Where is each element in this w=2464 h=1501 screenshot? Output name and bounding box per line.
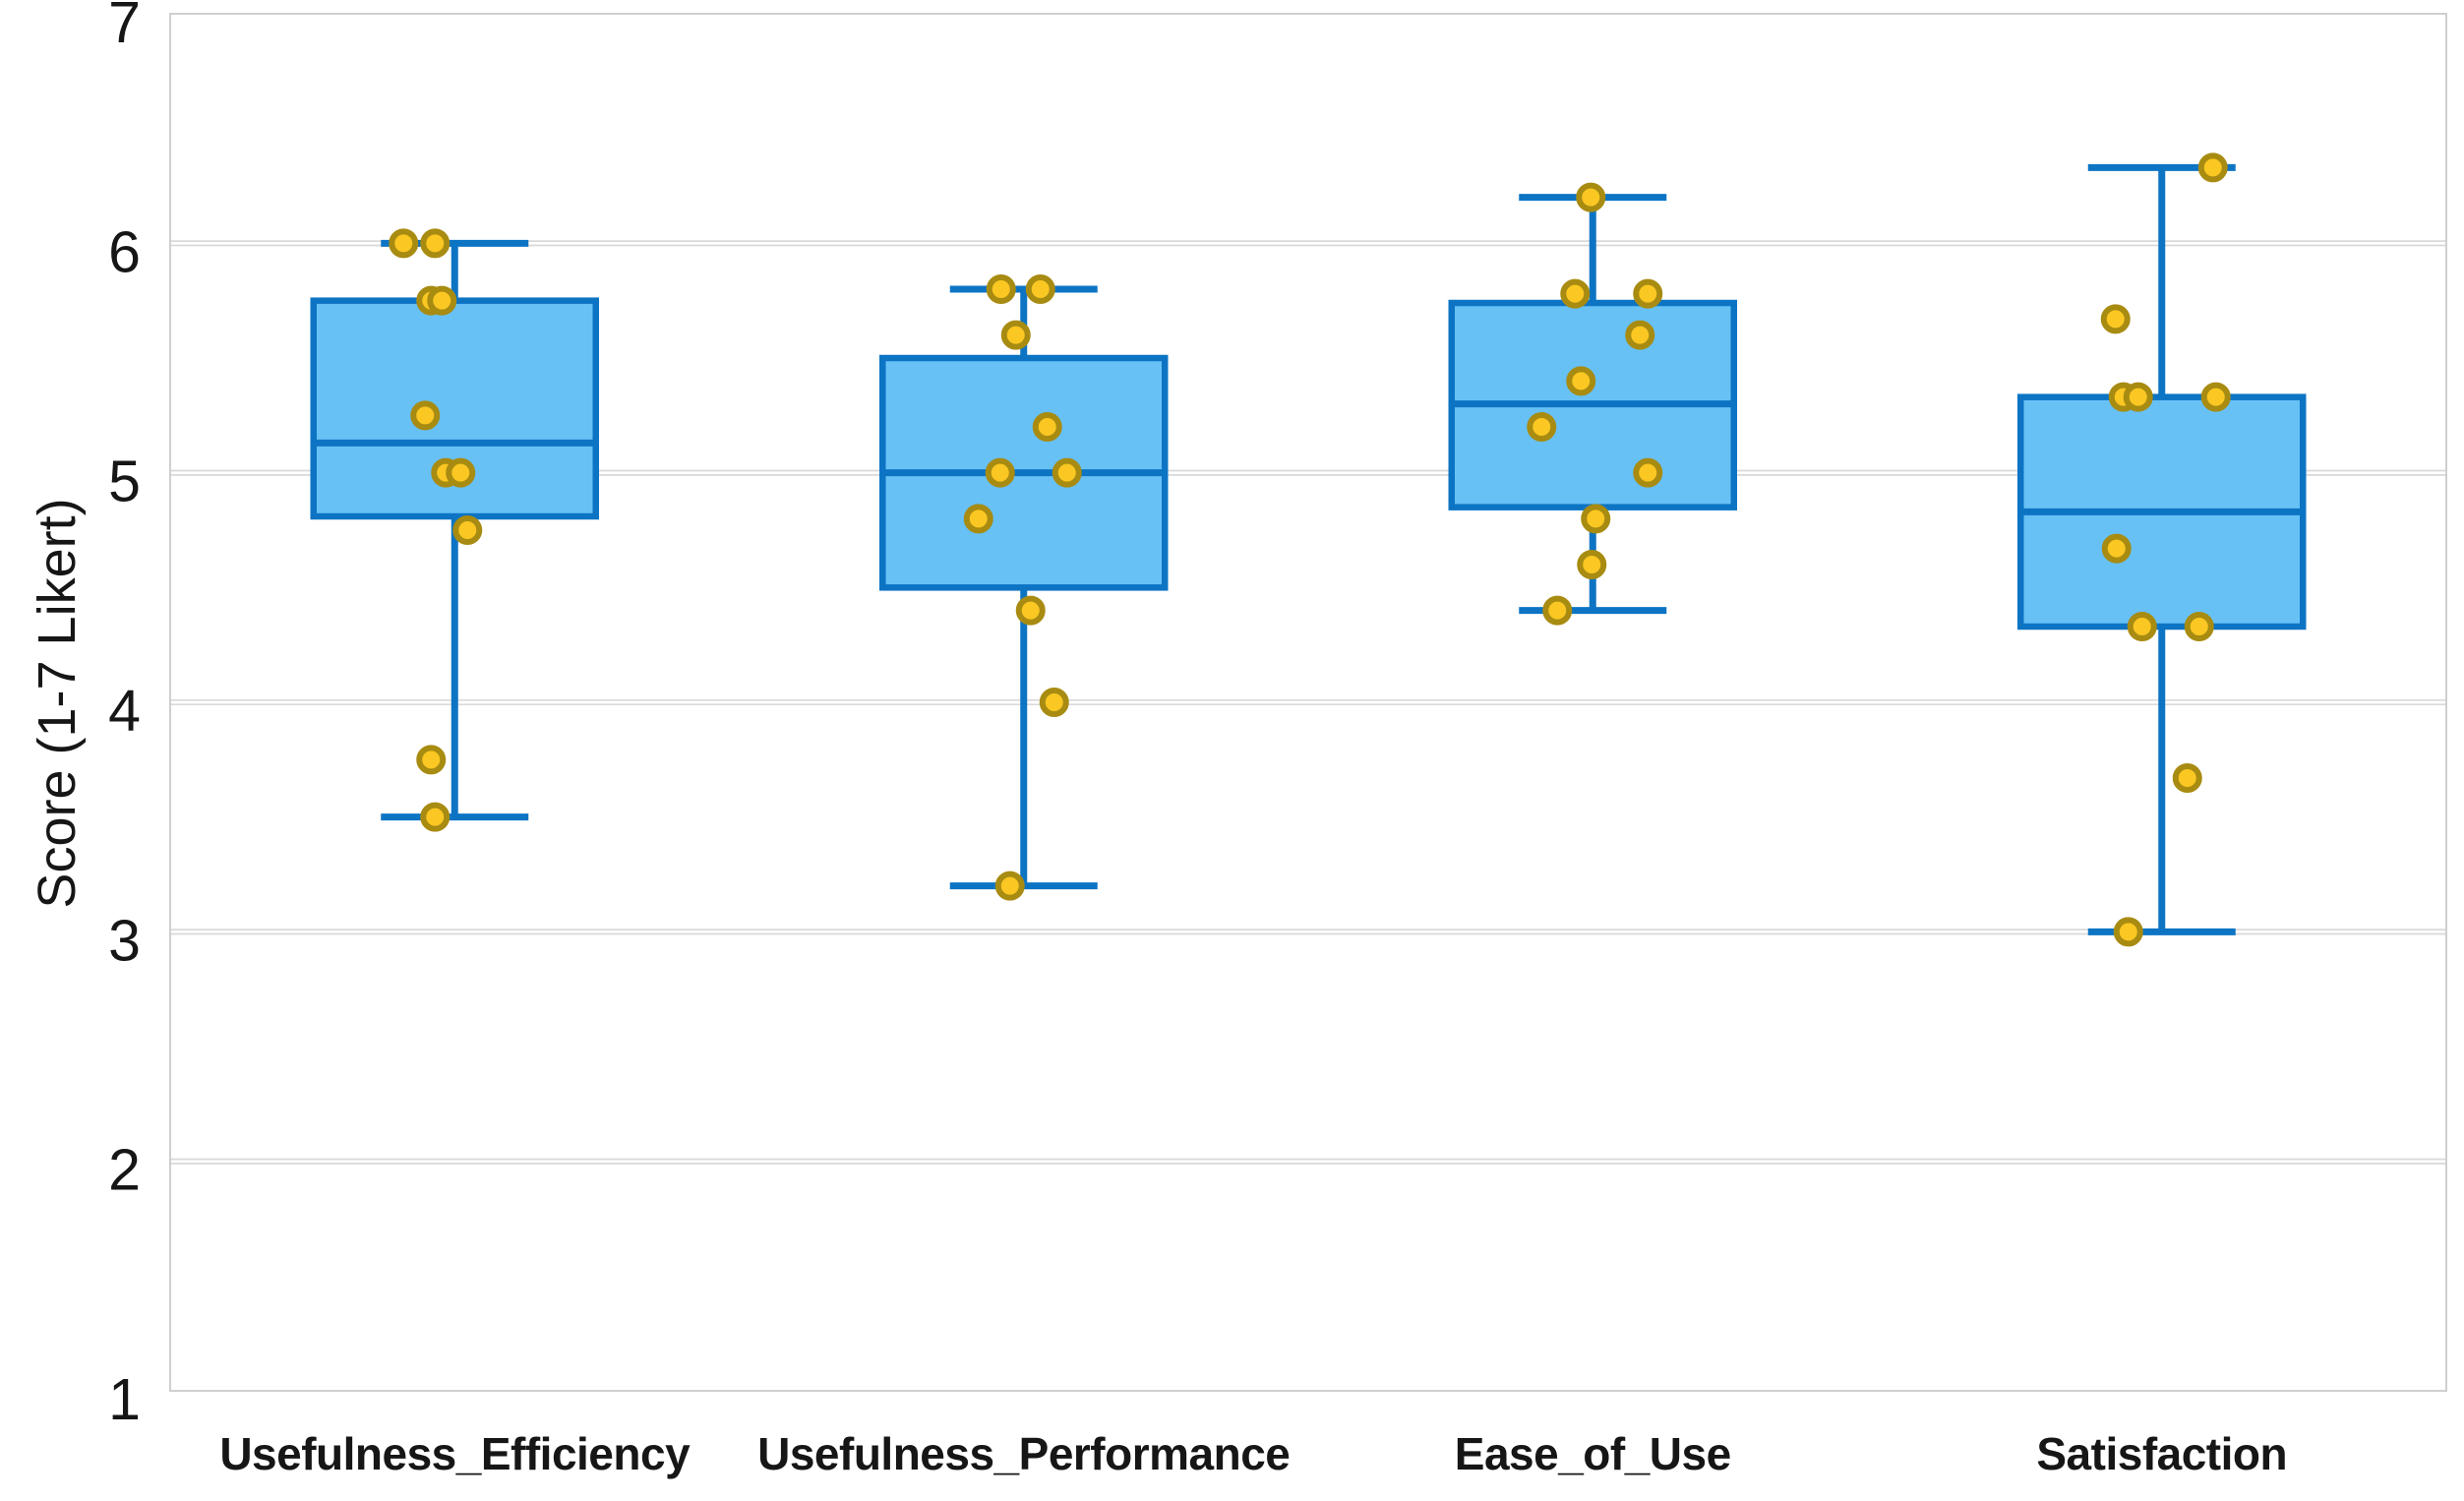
data-point <box>2197 152 2228 183</box>
gridline <box>170 698 2446 706</box>
y-tick-label: 7 <box>108 0 141 55</box>
data-point <box>1576 182 1606 212</box>
data-point <box>1581 504 1611 534</box>
data-point <box>410 400 441 431</box>
gridline <box>170 1158 2446 1165</box>
y-tick-label: 3 <box>108 908 141 973</box>
box-group-usefulness-performance <box>879 274 1169 901</box>
data-point <box>1625 320 1655 350</box>
gridline <box>170 240 2446 247</box>
y-tick-label: 6 <box>108 219 141 284</box>
data-point <box>416 745 447 775</box>
data-point <box>1025 274 1055 304</box>
box-group-satisfaction <box>2017 152 2307 947</box>
y-tick-label: 1 <box>108 1367 141 1432</box>
data-point <box>2184 612 2214 641</box>
data-point <box>2113 917 2143 947</box>
y-tick-label: 2 <box>108 1138 141 1203</box>
data-point <box>1039 688 1069 717</box>
x-category-label: Ease_of_Use <box>1455 1428 1731 1479</box>
x-category-label: Usefulness_Performance <box>757 1428 1290 1479</box>
data-point <box>994 871 1025 901</box>
data-point <box>452 515 483 545</box>
data-point <box>1542 595 1573 626</box>
y-tick-label: 4 <box>108 679 141 744</box>
box-group-ease-of-use <box>1448 182 1737 626</box>
data-point <box>2200 382 2231 412</box>
y-tick-label: 5 <box>108 450 141 514</box>
data-point <box>1015 595 1046 626</box>
data-point <box>446 457 476 488</box>
y-axis-title: Score (1-7 Likert) <box>28 498 87 908</box>
data-point <box>420 228 451 259</box>
data-point <box>2127 612 2157 641</box>
data-point <box>420 802 451 832</box>
data-point <box>1633 278 1663 309</box>
data-point <box>1000 320 1031 350</box>
data-point <box>1032 412 1062 442</box>
data-point <box>985 457 1015 488</box>
data-point <box>963 504 993 534</box>
plot-frame <box>169 13 2447 1392</box>
data-point <box>1560 278 1591 309</box>
gridline <box>170 929 2446 935</box>
data-point <box>2101 533 2132 564</box>
data-point <box>1577 550 1607 579</box>
plot-area: 1 2 3 4 5 6 7 Usefulness_Efficiency Usefulness_P… <box>108 0 2447 1479</box>
data-point <box>389 228 419 259</box>
data-point <box>1527 412 1557 442</box>
x-category-label: Usefulness_Efficiency <box>219 1428 691 1479</box>
box-group-usefulness-efficiency <box>310 228 599 832</box>
data-point <box>1633 457 1663 488</box>
data-point <box>1566 366 1596 396</box>
data-point <box>1052 457 1082 488</box>
data-point <box>2123 382 2153 412</box>
data-point <box>427 285 457 316</box>
x-category-label: Satisfaction <box>2036 1428 2287 1479</box>
data-point <box>2100 304 2131 334</box>
data-point <box>986 274 1016 304</box>
data-point <box>2172 763 2202 793</box>
